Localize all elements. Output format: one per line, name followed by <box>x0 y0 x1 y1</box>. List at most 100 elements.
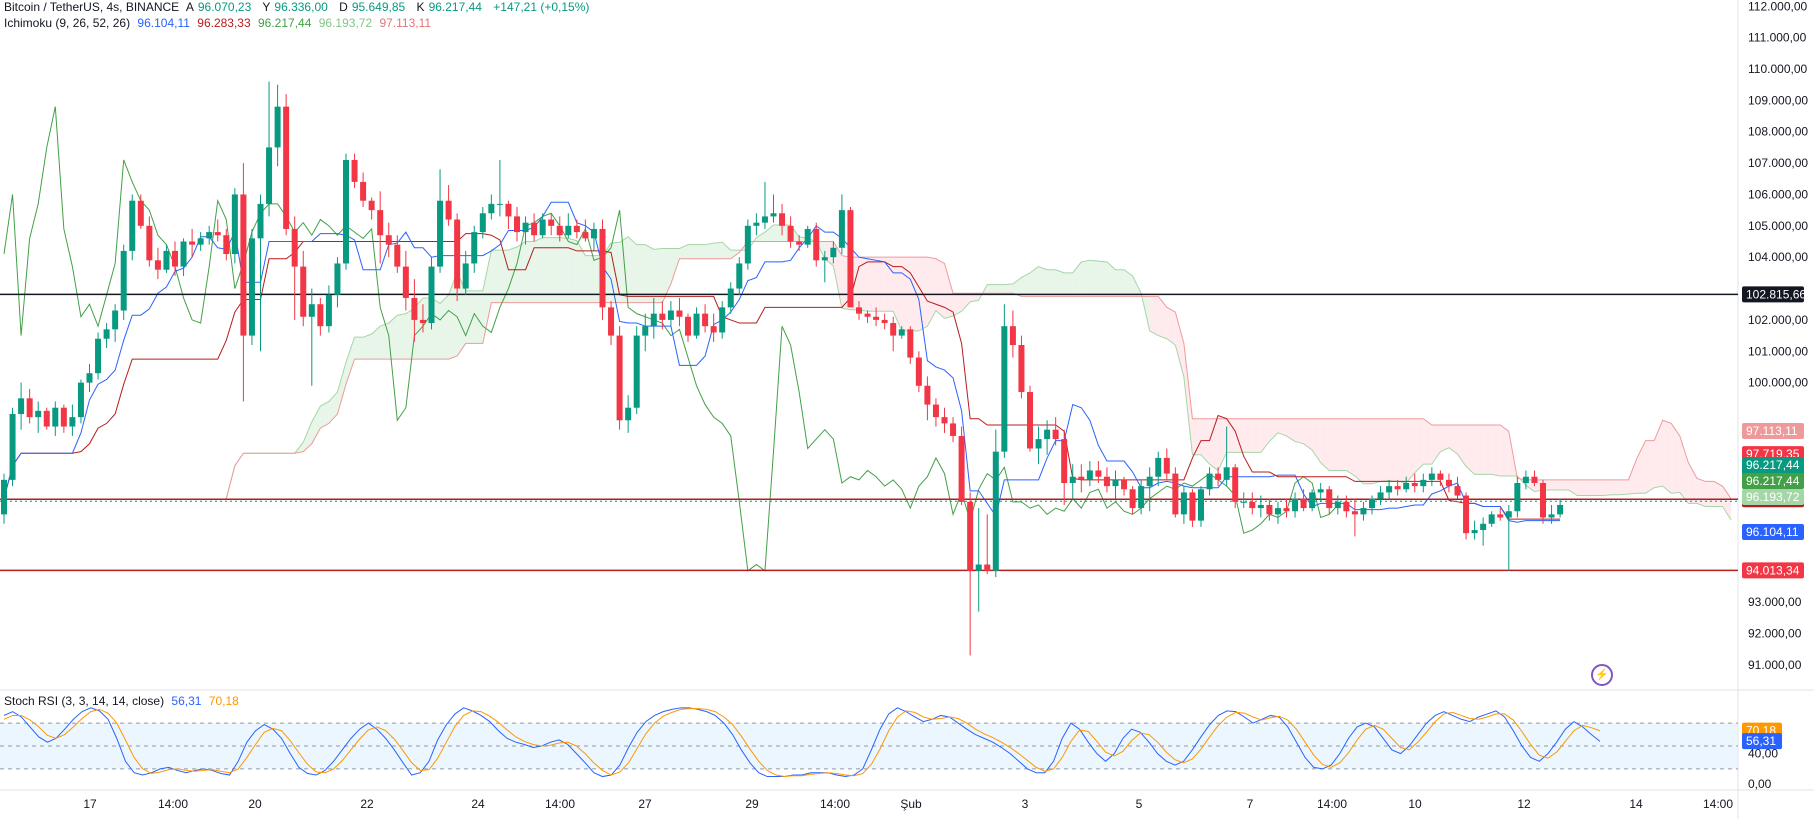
cloud-segment <box>679 244 688 259</box>
candle-down <box>137 200 144 226</box>
cloud-segment <box>1183 343 1193 455</box>
cloud-segment <box>1201 418 1210 465</box>
candle-up <box>428 266 435 324</box>
candle-down <box>1189 492 1196 521</box>
price-tag-label: 96.217,44 <box>1746 458 1800 472</box>
candle-up <box>565 225 572 236</box>
lightning-icon[interactable]: ⚡ <box>1591 664 1613 686</box>
cloud-segment <box>1714 481 1723 507</box>
cloud-segment <box>688 244 697 259</box>
cloud-segment <box>1363 418 1372 484</box>
cloud-segment <box>859 257 868 312</box>
candle-down <box>1163 457 1170 474</box>
candle-down <box>984 564 991 571</box>
candle-down <box>411 297 418 320</box>
price-axis-tick: 102.000,00 <box>1748 313 1808 327</box>
price-tag-label: 96.193,72 <box>1746 490 1800 504</box>
candle-down <box>1009 326 1016 345</box>
cloud-segment <box>1226 418 1236 453</box>
candle-up <box>650 313 657 327</box>
candle-down <box>1121 479 1128 490</box>
cloud-segment <box>867 257 877 312</box>
cloud-segment <box>1124 269 1133 297</box>
candle-up <box>1377 492 1384 499</box>
rsi-k-tag <box>1742 733 1782 750</box>
candle-down <box>573 225 580 233</box>
candle-up <box>1240 501 1247 503</box>
price-tag <box>1742 489 1804 505</box>
candle-up <box>642 326 649 336</box>
cloud-segment <box>491 250 500 303</box>
candle-down <box>454 219 461 289</box>
rsi-axis-tick: 40,00 <box>1748 747 1778 761</box>
candle-up <box>180 241 187 267</box>
cloud-segment <box>1397 418 1407 483</box>
candle-up <box>471 232 478 264</box>
candle-up <box>753 222 760 226</box>
candle-down <box>1351 511 1358 515</box>
candle-up <box>231 194 238 255</box>
time-axis-label: 27 <box>638 797 652 811</box>
candle-down <box>1437 473 1444 480</box>
price-axis-tick: 111.000,00 <box>1748 31 1807 45</box>
candle-up <box>744 225 751 264</box>
cloud-segment <box>1380 418 1390 482</box>
cloud-segment <box>1645 440 1655 494</box>
price-axis-tick: 110.000,00 <box>1748 62 1807 76</box>
candle-down <box>1394 486 1401 490</box>
candle-up <box>1198 489 1204 521</box>
stoch-rsi-d-line <box>3 708 1601 778</box>
candle-up <box>1420 479 1427 487</box>
candle-down <box>1215 473 1222 480</box>
cloud-segment <box>388 315 398 360</box>
cloud-segment <box>1688 462 1697 504</box>
candle-down <box>214 232 221 236</box>
cloud-segment <box>995 284 1005 294</box>
cloud-segment <box>1012 277 1022 297</box>
time-axis-label: 5 <box>1136 797 1143 811</box>
candle-up <box>103 329 110 339</box>
cloud-segment <box>1577 479 1586 496</box>
candle-up <box>1488 514 1495 524</box>
candle-down <box>1232 467 1239 502</box>
candle-up <box>86 373 93 383</box>
ichimoku-legend[interactable]: Ichimoku (9, 26, 52, 26) 96.104,11 96.28… <box>4 16 435 30</box>
candle-up <box>1223 467 1230 480</box>
cloud-segment <box>457 272 466 356</box>
cloud-segment <box>1389 418 1398 482</box>
candle-down <box>873 316 880 320</box>
ichimoku-chikou-value: 96.217,44 <box>258 16 312 30</box>
candle-up <box>1317 489 1324 493</box>
stoch-rsi-k-line <box>3 707 1601 778</box>
price-tag-label: 94.013,34 <box>1746 563 1800 577</box>
cloud-segment <box>1286 418 1296 442</box>
stoch-rsi-legend[interactable]: Stoch RSI (3, 3, 14, 14, close) 56,31 70… <box>4 694 243 708</box>
candle-down <box>932 404 939 418</box>
time-axis-label: 17 <box>83 797 97 811</box>
cloud-segment <box>1705 481 1714 507</box>
candle-down <box>1052 429 1059 440</box>
candle-down <box>377 210 384 236</box>
candle-up <box>496 203 503 205</box>
time-axis-label: 3 <box>1022 797 1029 811</box>
tenkan-sen-line <box>3 201 1561 523</box>
low-value: 95.649,85 <box>351 0 406 14</box>
candle-down <box>1411 483 1418 487</box>
cloud-segment <box>311 406 321 444</box>
cloud-segment <box>1696 478 1706 507</box>
price-axis-tick: 109.000,00 <box>1748 93 1808 107</box>
candle-up <box>1548 514 1555 518</box>
cloud-segment <box>1269 418 1278 442</box>
candle-down <box>1326 489 1333 509</box>
candle-up <box>1292 498 1299 512</box>
cloud-segment <box>1585 479 1595 496</box>
candle-up <box>1044 429 1051 440</box>
candle-up <box>274 106 281 148</box>
candle-up <box>1505 511 1512 518</box>
price-axis-tick: 100.000,00 <box>1748 376 1808 390</box>
price-axis-tick: 108.000,00 <box>1748 125 1808 139</box>
candle-up <box>539 219 546 236</box>
kijun-sen-line <box>3 233 1561 520</box>
candle-down <box>1061 439 1068 483</box>
cloud-segment <box>773 225 783 242</box>
